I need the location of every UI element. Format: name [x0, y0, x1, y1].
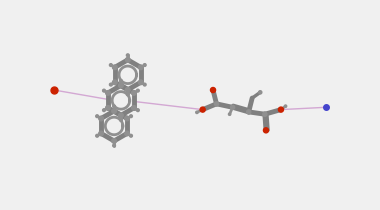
- Circle shape: [130, 115, 132, 118]
- Circle shape: [125, 131, 129, 136]
- Circle shape: [109, 64, 112, 66]
- Circle shape: [284, 105, 287, 107]
- Circle shape: [109, 83, 112, 86]
- Circle shape: [143, 64, 146, 66]
- Circle shape: [247, 110, 251, 114]
- Circle shape: [136, 109, 139, 112]
- Circle shape: [106, 106, 110, 110]
- Circle shape: [113, 144, 116, 147]
- Circle shape: [143, 83, 146, 86]
- Circle shape: [200, 107, 205, 112]
- Circle shape: [214, 102, 218, 106]
- Circle shape: [127, 54, 129, 57]
- Circle shape: [113, 105, 116, 108]
- Circle shape: [99, 131, 103, 136]
- Circle shape: [96, 134, 98, 137]
- Circle shape: [138, 65, 143, 70]
- Circle shape: [112, 65, 117, 70]
- Circle shape: [130, 134, 132, 137]
- Circle shape: [196, 111, 198, 114]
- Circle shape: [120, 79, 122, 82]
- Circle shape: [136, 89, 139, 92]
- Circle shape: [131, 91, 136, 95]
- Circle shape: [112, 139, 116, 143]
- Circle shape: [125, 88, 130, 92]
- Circle shape: [127, 93, 129, 96]
- Circle shape: [99, 116, 103, 121]
- Circle shape: [96, 115, 98, 118]
- Circle shape: [106, 91, 110, 95]
- Circle shape: [125, 58, 130, 62]
- Circle shape: [119, 83, 123, 88]
- Circle shape: [125, 116, 129, 121]
- Circle shape: [112, 109, 116, 113]
- Circle shape: [120, 119, 122, 121]
- Circle shape: [138, 80, 143, 85]
- Circle shape: [112, 80, 117, 85]
- Circle shape: [259, 91, 262, 94]
- Circle shape: [119, 113, 123, 118]
- Circle shape: [263, 128, 269, 133]
- Circle shape: [231, 105, 235, 109]
- Circle shape: [211, 88, 215, 93]
- Circle shape: [103, 109, 105, 112]
- Circle shape: [103, 89, 105, 92]
- Circle shape: [131, 106, 136, 110]
- Circle shape: [263, 112, 267, 116]
- Circle shape: [279, 107, 283, 112]
- Circle shape: [228, 113, 231, 115]
